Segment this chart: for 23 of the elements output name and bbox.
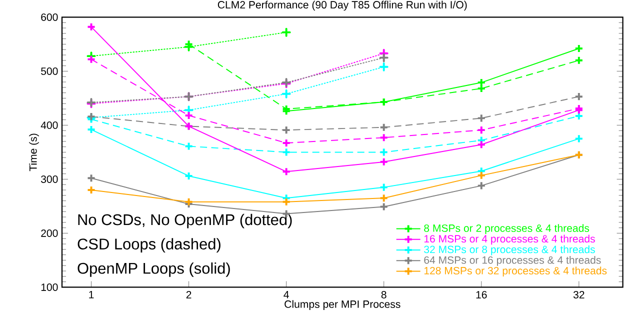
y-axis-title: Time (s) — [29, 134, 39, 172]
annotation: CSD Loops (dashed) — [78, 238, 220, 253]
legend-label: 16 MSPs or 4 processes & 4 threads — [424, 234, 595, 245]
legend-label: 8 MSPs or 2 processes & 4 threads — [424, 224, 590, 234]
x-tick-label: 16 — [476, 290, 487, 298]
y-tick-label: 500 — [41, 67, 58, 75]
annotation: OpenMP Loops (solid) — [78, 262, 230, 277]
x-tick-label: 1 — [89, 290, 94, 298]
x-tick-label: 2 — [186, 290, 192, 298]
legend-label: 32 MSPs or 8 processes & 4 threads — [424, 245, 595, 256]
chart-title: CLM2 Performance (90 Day T85 Offline Run with I/O) — [218, 0, 467, 11]
y-tick-label: 400 — [40, 121, 58, 129]
x-axis-title: Clumps per MPI Process — [284, 300, 400, 310]
legend-label: 128 MSPs or 32 processes & 4 threads — [424, 266, 607, 276]
legend-label: 64 MSPs or 16 processes & 4 threads — [424, 256, 601, 266]
x-tick-label: 8 — [381, 290, 386, 298]
x-tick-label: 32 — [573, 290, 584, 298]
annotation: No CSDs, No OpenMP (dotted) — [78, 214, 292, 228]
x-tick-label: 4 — [284, 290, 289, 298]
y-tick-label: 600 — [41, 13, 58, 21]
y-tick-label: 200 — [41, 229, 58, 237]
y-tick-label: 300 — [41, 175, 58, 183]
y-tick-label: 100 — [41, 283, 58, 291]
